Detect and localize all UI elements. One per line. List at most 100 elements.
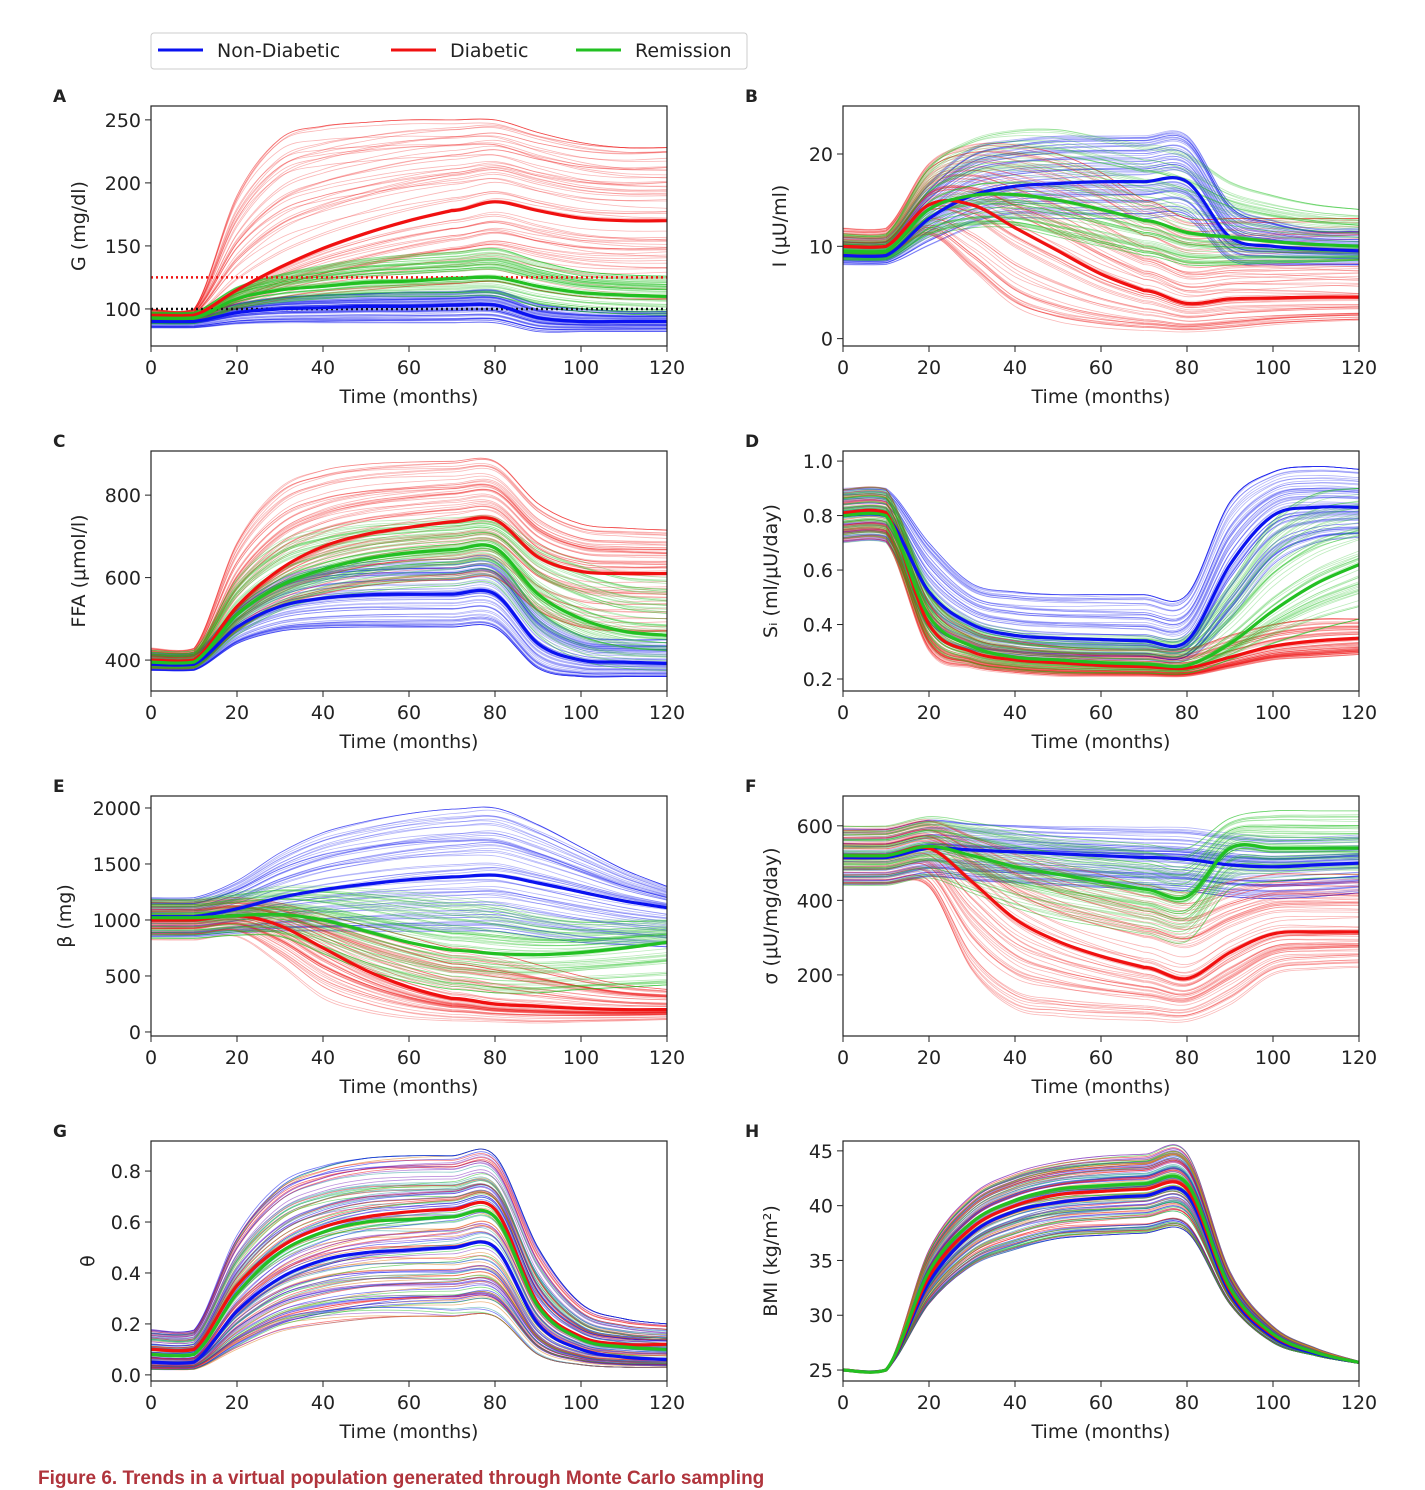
trace-diabetic — [843, 862, 1359, 995]
trace-non-diabetic — [151, 820, 667, 901]
trace-non-diabetic — [151, 624, 667, 678]
trace-non-diabetic — [843, 513, 1359, 650]
panel-letter: B — [745, 87, 758, 107]
trace-non-diabetic — [843, 139, 1359, 246]
legend-frame — [150, 32, 748, 70]
trace-non-diabetic — [843, 511, 1359, 651]
trace-diabetic — [151, 467, 667, 654]
trace-remission — [151, 886, 667, 923]
trace-non-diabetic — [151, 815, 667, 904]
x-tick-label: 20 — [225, 1047, 249, 1069]
trace-non-diabetic — [151, 292, 667, 316]
trace-remission — [843, 856, 1359, 914]
trace-diabetic — [151, 483, 667, 654]
trace-diabetic — [151, 929, 667, 1019]
x-tick-label: 100 — [563, 702, 599, 724]
trace-non-diabetic — [843, 857, 1359, 882]
y-tick-label: 30 — [809, 1305, 833, 1327]
trace-diabetic — [843, 878, 1359, 1023]
legend-label-non-diabetic: Non-Diabetic — [217, 40, 340, 62]
trace-diabetic — [151, 488, 667, 658]
trace-remission — [151, 249, 667, 313]
trace-remission — [151, 1280, 667, 1366]
trace-non-diabetic — [843, 517, 1359, 655]
trace-remission — [843, 128, 1359, 236]
trace-diabetic — [843, 527, 1359, 675]
trace-remission — [843, 533, 1359, 675]
trace-remission — [843, 504, 1359, 663]
panel-letter: C — [53, 432, 65, 452]
trace-remission — [151, 895, 667, 935]
plot-area — [843, 466, 1359, 678]
trace-non-diabetic — [843, 496, 1359, 634]
trace-remission — [843, 866, 1359, 928]
trace-non-diabetic — [843, 144, 1359, 248]
trace-non-diabetic — [151, 313, 667, 329]
trace-non-diabetic — [843, 198, 1359, 262]
trace-remission — [151, 926, 667, 975]
trace-diabetic — [843, 226, 1359, 329]
trace-diabetic — [151, 495, 667, 659]
trace-non-diabetic — [151, 888, 667, 923]
trace-non-diabetic — [151, 314, 667, 329]
trace-diabetic — [151, 181, 667, 316]
trace-diabetic — [843, 160, 1359, 239]
trace-non-diabetic — [843, 209, 1359, 266]
trace-remission — [151, 920, 667, 970]
trace-remission — [843, 157, 1359, 243]
trace-diabetic — [151, 242, 667, 320]
trace-non-diabetic — [151, 565, 667, 655]
trace-diabetic — [151, 922, 667, 1014]
trace-non-diabetic — [151, 920, 667, 938]
trace-non-diabetic — [151, 292, 667, 316]
trace-remission — [151, 1240, 667, 1360]
trace-non-diabetic — [843, 215, 1359, 266]
trace-non-diabetic — [843, 189, 1359, 260]
trace-non-diabetic — [843, 842, 1359, 860]
trace-remission — [151, 1156, 667, 1338]
trace-diabetic — [151, 898, 667, 990]
trace-remission — [151, 933, 667, 991]
trace-remission — [843, 1164, 1359, 1373]
trace-diabetic — [151, 554, 667, 667]
trace-remission — [151, 930, 667, 990]
trace-remission — [151, 267, 667, 316]
trace-remission — [151, 918, 667, 967]
x-tick-label: 40 — [311, 357, 335, 379]
trace-non-diabetic — [843, 860, 1359, 882]
trace-remission — [151, 533, 667, 660]
x-tick-label: 0 — [145, 1392, 157, 1414]
trace-remission — [151, 909, 667, 944]
trace-non-diabetic — [151, 560, 667, 656]
mean-line-non-diabetic — [151, 873, 667, 919]
trace-remission — [151, 889, 667, 926]
panel-h: 0 20 40 60 80 100 120 25 30 35 40 45 Time (months) BM… — [745, 1122, 1377, 1443]
trace-diabetic — [843, 528, 1359, 676]
trace-remission — [843, 487, 1359, 641]
y-axis-label: I (μU/ml) — [769, 185, 791, 268]
trace-diabetic — [151, 169, 667, 315]
trace-remission — [151, 260, 667, 317]
trace-diabetic — [843, 226, 1359, 328]
y-axis-label: G (mg/dl) — [68, 181, 90, 271]
trace-diabetic — [151, 1171, 667, 1340]
trace-diabetic — [151, 505, 667, 659]
trace-non-diabetic — [151, 584, 667, 665]
trace-diabetic — [151, 575, 667, 669]
trace-remission — [151, 929, 667, 989]
trace-diabetic — [151, 143, 667, 313]
trace-remission — [843, 502, 1359, 652]
trace-diabetic — [843, 175, 1359, 265]
trace-remission — [843, 826, 1359, 873]
trace-diabetic — [843, 829, 1359, 915]
trace-diabetic — [843, 829, 1359, 925]
y-tick-label: 40 — [809, 1196, 833, 1218]
trace-diabetic — [151, 480, 667, 657]
x-axis-label: Time (months) — [1031, 1076, 1171, 1098]
trace-remission — [843, 809, 1359, 850]
trace-remission — [151, 895, 667, 936]
trace-remission — [151, 1183, 667, 1343]
mean-line-remission — [151, 1208, 667, 1358]
trace-non-diabetic — [843, 827, 1359, 852]
trace-non-diabetic — [843, 134, 1359, 243]
